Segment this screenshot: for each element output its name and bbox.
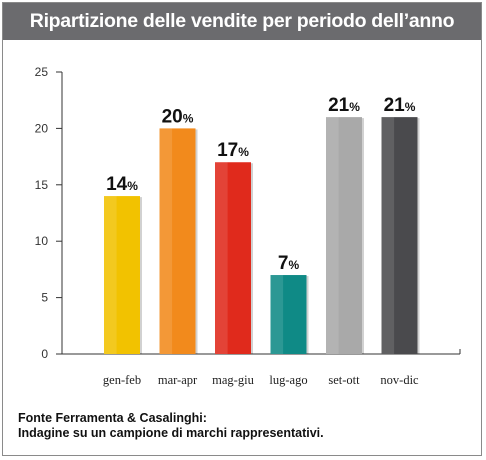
y-tick-labels: 0 5 10 15 20 25 (35, 65, 49, 361)
chart-title: Ripartizione delle vendite per periodo d… (29, 10, 455, 32)
data-label: 21% (328, 95, 360, 116)
data-label: 20% (162, 106, 194, 127)
x-tick-label: gen-feb (103, 373, 141, 387)
bar-highlight (215, 162, 228, 354)
bar-set-ott (326, 117, 362, 355)
y-tick-label: 0 (41, 347, 48, 361)
data-label: 17% (217, 140, 249, 161)
bar-highlight (104, 196, 117, 354)
data-label: 7% (278, 253, 300, 274)
x-tick-labels: gen-feb mar-apr mag-giu lug-ago set-ott nov-d… (103, 373, 419, 387)
x-tick-label: lug-ago (269, 373, 307, 387)
bar-highlight (326, 117, 339, 355)
bar-mar-apr (159, 128, 196, 354)
x-tick-label: mar-apr (158, 373, 198, 387)
data-labels: 14% 20% 17% 7% 21% 21% (106, 95, 416, 274)
source-line-2: Indagine su un campione di marchi rappre… (18, 426, 324, 440)
data-label: 21% (384, 95, 416, 116)
data-label: 14% (106, 174, 138, 195)
y-tick-label: 20 (35, 121, 49, 135)
y-tick-label: 10 (35, 234, 49, 248)
bar-gen-feb (104, 196, 140, 354)
bar-nov-dic (381, 117, 418, 355)
bar-lug-ago (270, 275, 307, 354)
bar-highlight (159, 128, 173, 354)
source-note: Fonte Ferramenta & Casalinghi: Indagine … (18, 411, 324, 441)
bar-highlight (381, 117, 395, 355)
x-tick-label: set-ott (328, 373, 360, 387)
y-tick-label: 15 (35, 178, 49, 192)
source-line-1: Fonte Ferramenta & Casalinghi: (18, 411, 207, 425)
y-tick-label: 5 (41, 291, 48, 305)
x-tick-label: mag-giu (212, 373, 254, 387)
y-tick-label: 25 (35, 65, 49, 79)
bar-highlight (270, 275, 284, 354)
title-bar: Ripartizione delle vendite per periodo d… (3, 3, 481, 40)
x-tick-label: nov-dic (380, 373, 419, 387)
bar-mag-giu (215, 162, 251, 354)
bars (104, 117, 420, 355)
